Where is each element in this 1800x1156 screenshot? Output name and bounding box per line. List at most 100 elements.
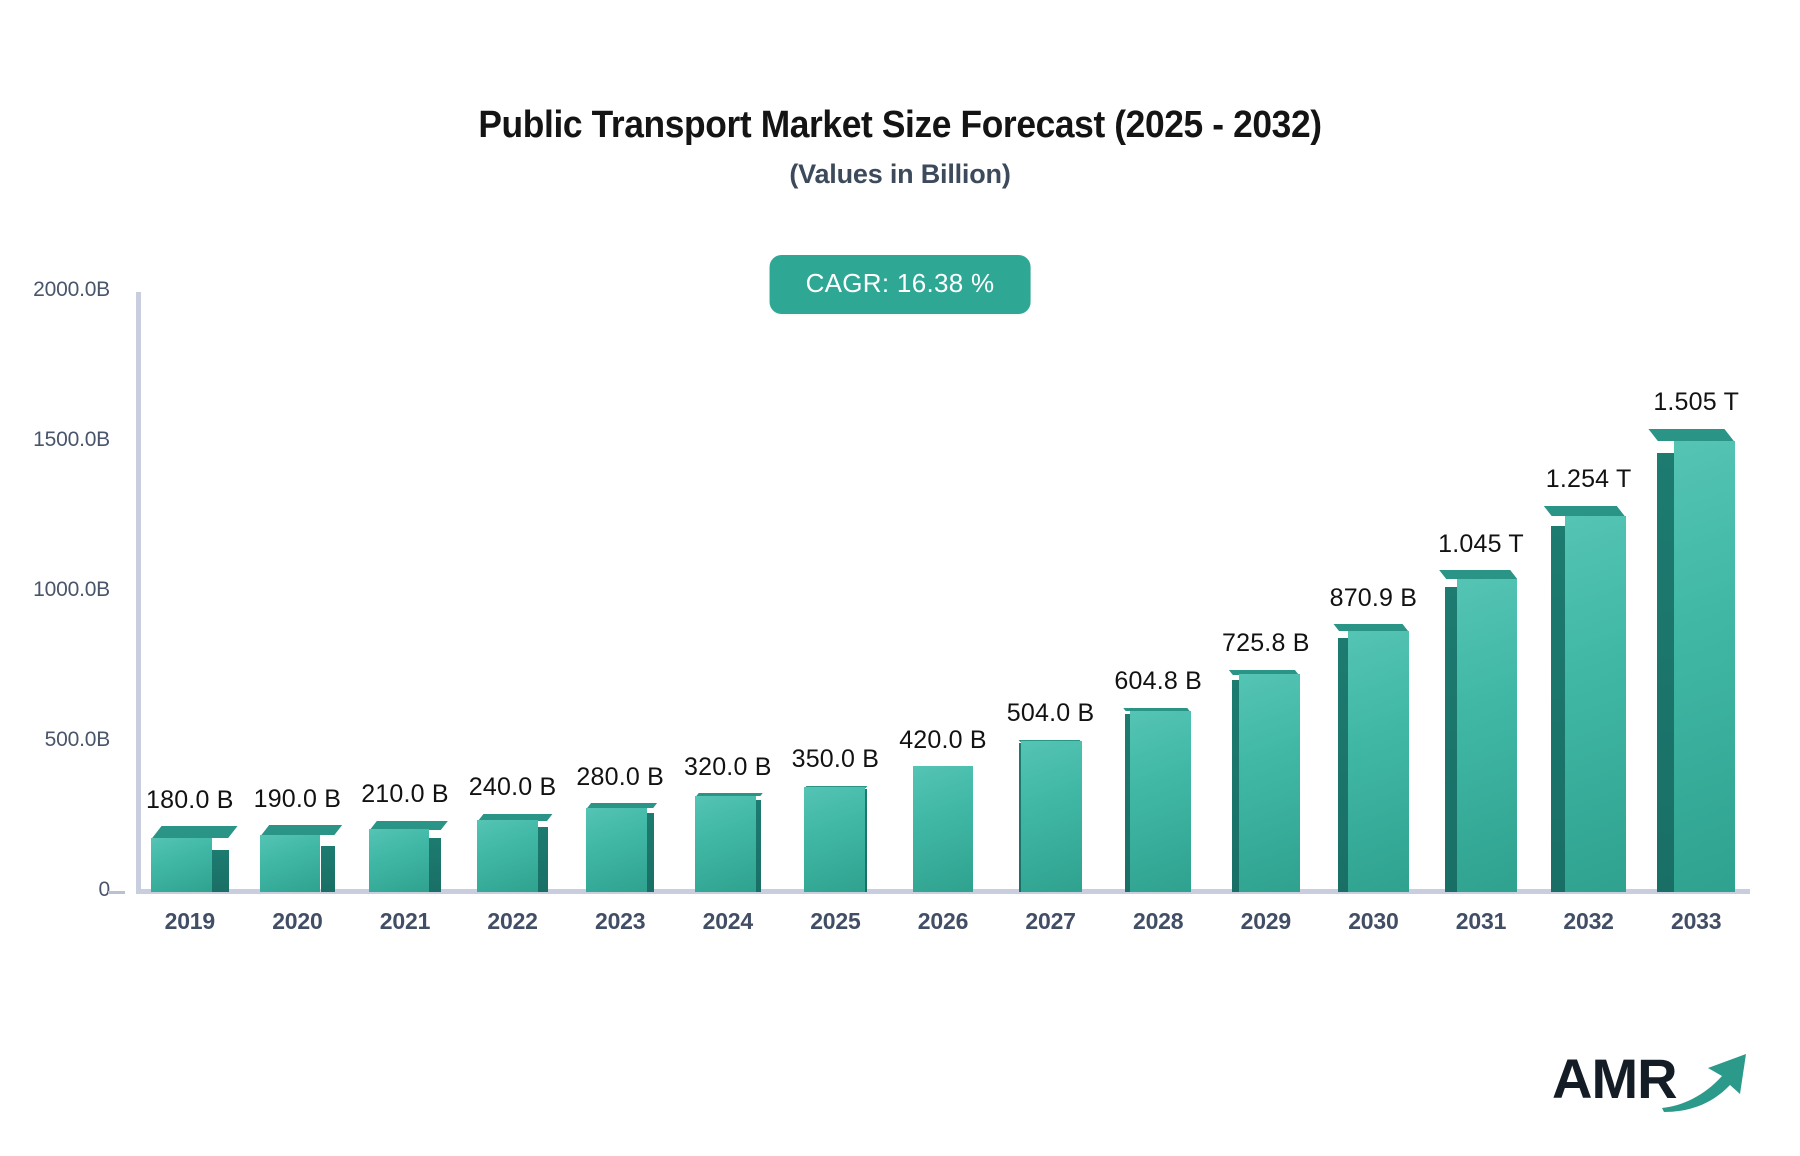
- y-axis-tick-label: 0: [98, 878, 111, 901]
- bar-front-face: [1456, 578, 1518, 892]
- bar-front-face: [1347, 630, 1409, 892]
- bar-column[interactable]: 1.045 T: [1427, 292, 1535, 892]
- bar-side-face: [755, 799, 761, 892]
- bar-column[interactable]: 320.0 B: [674, 292, 782, 892]
- bar-3d-body: [459, 292, 567, 892]
- bar-front-face: [1239, 674, 1300, 892]
- bar-3d-body: [782, 292, 890, 892]
- y-axis-tick-label: 500.0B: [44, 728, 111, 751]
- bar-side-face: [646, 813, 655, 892]
- bar-3d-body: [1212, 292, 1320, 892]
- x-axis-tick-label: 2032: [1563, 908, 1614, 934]
- bar-side-face: [429, 837, 442, 892]
- bar-value-label: 1.045 T: [1438, 529, 1524, 558]
- bar-side-face: [320, 845, 336, 892]
- x-axis-tick-label: 2028: [1133, 908, 1184, 934]
- x-axis-tick-label: 2021: [379, 908, 431, 934]
- bar-side-face: [864, 788, 867, 892]
- bar-3d-body: [1427, 292, 1535, 892]
- bar-value-label: 1.254 T: [1545, 465, 1632, 494]
- bar-side-face: [1550, 526, 1566, 892]
- bar-column[interactable]: 190.0 B: [244, 292, 352, 892]
- bar-value-label: 190.0 B: [253, 784, 342, 813]
- x-axis-tick-label: 2027: [1025, 908, 1076, 934]
- y-axis-tick-label: 2000.0B: [33, 278, 110, 301]
- bar-front-face: [1130, 710, 1191, 892]
- bar-top-face: [1543, 505, 1626, 517]
- bar-3d-body: [244, 292, 352, 892]
- x-axis-tick-label: 2025: [810, 908, 861, 934]
- amr-logo: AMR: [1552, 1040, 1752, 1118]
- x-axis-tick-label: 2029: [1240, 908, 1292, 934]
- bar-side-face: [538, 827, 548, 892]
- bar-side-face: [1338, 637, 1348, 892]
- x-axis-tick-label: 2019: [164, 908, 216, 934]
- bar-value-label: 350.0 B: [791, 745, 880, 774]
- bar-front-face: [1021, 740, 1083, 892]
- bar-top-face: [260, 825, 343, 836]
- x-axis-tick-label: 2022: [487, 908, 538, 934]
- x-axis-tick-label: 2023: [595, 908, 646, 934]
- bar-side-face: [1125, 714, 1131, 892]
- bar-front-face: [368, 829, 430, 892]
- bar-column[interactable]: 240.0 B: [459, 292, 567, 892]
- bar-front-face: [803, 787, 865, 892]
- bar-value-label: 180.0 B: [146, 785, 234, 814]
- bar-column[interactable]: 280.0 B: [566, 292, 674, 892]
- cagr-badge: CAGR: 16.38 %: [769, 255, 1031, 314]
- bar-column[interactable]: 725.8 B: [1212, 292, 1320, 892]
- bar-value-label: 240.0 B: [468, 773, 557, 802]
- bar-column[interactable]: 1.254 T: [1535, 292, 1643, 892]
- bar-front-face: [259, 835, 321, 892]
- x-axis-tick-label: 2024: [702, 908, 754, 934]
- bar-side-face: [1444, 587, 1457, 892]
- bar-value-label: 420.0 B: [899, 726, 987, 754]
- y-axis-tick-label: 1000.0B: [33, 578, 110, 601]
- bar-side-face: [1231, 679, 1240, 892]
- page-title: Public Transport Market Size Forecast (2…: [478, 104, 1322, 146]
- bar-3d-body: [889, 292, 997, 892]
- bar-top-face: [151, 826, 238, 839]
- chart-subtitle: (Values in Billion): [789, 158, 1011, 189]
- x-axis-tick-label: 2020: [272, 908, 323, 934]
- bar-value-label: 1.505 T: [1653, 388, 1740, 417]
- bar-value-label: 725.8 B: [1222, 629, 1310, 658]
- bar-3d-body: [1320, 292, 1428, 892]
- y-axis-line: [136, 292, 141, 893]
- bar-3d-body: [674, 292, 782, 892]
- bar-column[interactable]: 210.0 B: [351, 292, 459, 892]
- bar-side-face: [211, 850, 229, 892]
- bar-column[interactable]: 420.0 B: [889, 292, 997, 892]
- bar-column[interactable]: 1.505 T: [1642, 292, 1750, 892]
- bar-3d-body: [351, 292, 459, 892]
- bar-column[interactable]: 870.9 B: [1320, 292, 1428, 892]
- chart-header: Public Transport Market Size Forecast (2…: [0, 104, 1800, 190]
- bar-top-face: [1648, 428, 1735, 441]
- bar-3d-body: [566, 292, 674, 892]
- bar-side-face: [1018, 742, 1022, 892]
- bar-series: 180.0 B 190.0 B 210.0 B 240.0 B 280.0 B 320.0…: [136, 292, 1750, 892]
- bar-column[interactable]: 604.8 B: [1104, 292, 1212, 892]
- x-axis-tick-label: 2031: [1455, 908, 1507, 934]
- bar-column[interactable]: 350.0 B: [782, 292, 890, 892]
- bar-value-label: 210.0 B: [361, 780, 449, 809]
- bar-3d-body: [136, 292, 244, 892]
- bar-front-face: [1565, 515, 1627, 892]
- bar-value-label: 280.0 B: [576, 762, 664, 791]
- bar-3d-body: [1104, 292, 1212, 892]
- y-axis-tick-mark: [108, 891, 125, 894]
- bar-value-label: 604.8 B: [1114, 667, 1202, 696]
- bar-side-face: [1657, 452, 1675, 892]
- bar-3d-body: [1642, 292, 1750, 892]
- growth-arrow-icon: [1662, 1054, 1746, 1112]
- x-axis-tick-label: 2033: [1671, 908, 1722, 934]
- bar-column[interactable]: 504.0 B: [997, 292, 1105, 892]
- bar-column[interactable]: 180.0 B: [136, 292, 244, 892]
- bar-value-label: 504.0 B: [1006, 699, 1095, 728]
- x-axis-tick-label: 2026: [917, 908, 969, 934]
- bar-front-face: [586, 808, 647, 892]
- logo-wordmark: AMR: [1552, 1047, 1678, 1110]
- bar-value-label: 870.9 B: [1329, 583, 1418, 612]
